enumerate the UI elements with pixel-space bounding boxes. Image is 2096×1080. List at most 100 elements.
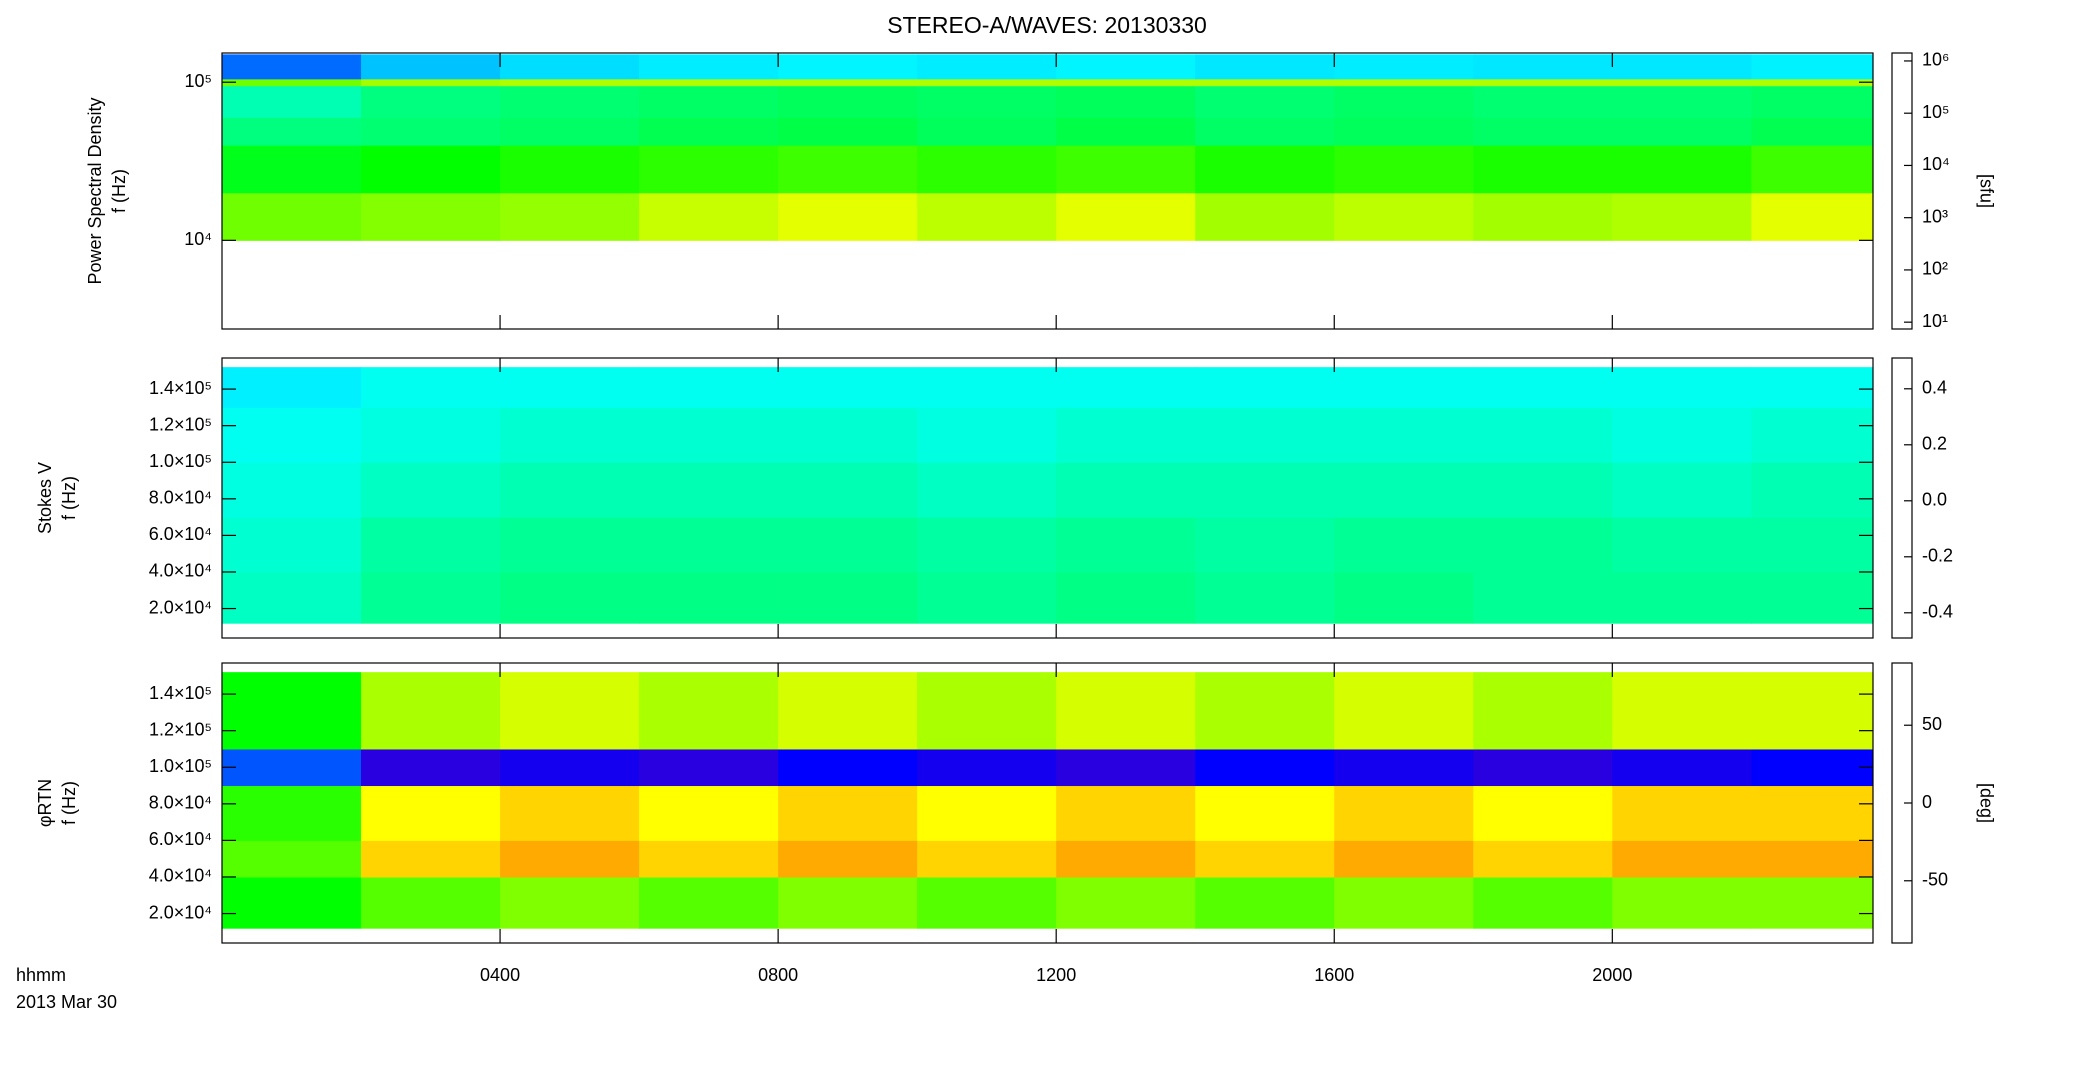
y-tick-label: 4.0×10⁴ bbox=[149, 561, 212, 581]
cell bbox=[1056, 672, 1196, 750]
y-tick-label: 6.0×10⁴ bbox=[149, 829, 212, 849]
y-axis-label: f (Hz) bbox=[59, 781, 79, 825]
cell bbox=[1056, 840, 1196, 878]
cell bbox=[361, 85, 501, 118]
cell bbox=[639, 78, 779, 87]
cell bbox=[500, 145, 640, 194]
cell bbox=[639, 117, 779, 146]
cell bbox=[1195, 517, 1335, 573]
cell bbox=[639, 748, 779, 787]
cell bbox=[1334, 672, 1474, 750]
x-tick-label: 0800 bbox=[758, 965, 798, 985]
cell bbox=[1334, 517, 1474, 573]
cell bbox=[222, 517, 362, 573]
cell bbox=[361, 407, 501, 463]
x-tick-label: 1600 bbox=[1314, 965, 1354, 985]
colorbar-tick-label: -50 bbox=[1922, 870, 1948, 890]
cell bbox=[222, 748, 362, 787]
cell bbox=[917, 840, 1057, 878]
cell bbox=[639, 145, 779, 194]
spectrogram bbox=[222, 54, 1873, 241]
cell bbox=[222, 85, 362, 118]
cell bbox=[778, 785, 918, 841]
cell bbox=[639, 876, 779, 929]
cell bbox=[917, 672, 1057, 750]
cell bbox=[1195, 192, 1335, 241]
cell bbox=[1751, 85, 1873, 118]
cell bbox=[1751, 462, 1873, 518]
colorbar-tick-label: -0.2 bbox=[1922, 546, 1953, 566]
cell bbox=[778, 85, 918, 118]
cell bbox=[1056, 407, 1196, 463]
cell bbox=[1473, 840, 1613, 878]
cell bbox=[1612, 876, 1752, 929]
cell bbox=[1473, 748, 1613, 787]
cell bbox=[222, 840, 362, 878]
cell bbox=[1751, 876, 1873, 929]
cell bbox=[1056, 78, 1196, 87]
cell bbox=[500, 85, 640, 118]
cell bbox=[1056, 145, 1196, 194]
cell bbox=[361, 672, 501, 750]
y-tick-label: 8.0×10⁴ bbox=[149, 488, 212, 508]
colorbar-tick-label: -0.4 bbox=[1922, 602, 1953, 622]
cell bbox=[500, 876, 640, 929]
cell bbox=[639, 785, 779, 841]
cell bbox=[1612, 145, 1752, 194]
cell bbox=[1334, 748, 1474, 787]
cell bbox=[500, 192, 640, 241]
cell bbox=[1473, 876, 1613, 929]
y-tick-label: 1.4×10⁵ bbox=[149, 683, 212, 703]
colorbar-tick-label: 0.0 bbox=[1922, 490, 1947, 510]
cell bbox=[1195, 462, 1335, 518]
cell bbox=[778, 571, 918, 624]
cell bbox=[222, 78, 362, 87]
cell bbox=[917, 748, 1057, 787]
cell bbox=[361, 145, 501, 194]
y-tick-label: 1.0×10⁵ bbox=[149, 451, 212, 471]
colorbar bbox=[1891, 52, 1913, 330]
cell bbox=[1195, 117, 1335, 146]
x-axis-label: 2013 Mar 30 bbox=[16, 992, 117, 1012]
cell bbox=[1056, 85, 1196, 118]
cell bbox=[222, 145, 362, 194]
cell bbox=[917, 367, 1057, 408]
cell bbox=[361, 192, 501, 241]
cell bbox=[917, 407, 1057, 463]
cell bbox=[778, 517, 918, 573]
cell bbox=[1612, 462, 1752, 518]
colorbar-tick-label: 10⁴ bbox=[1922, 154, 1950, 174]
cell bbox=[917, 78, 1057, 87]
cell bbox=[1473, 78, 1613, 87]
cell bbox=[1473, 54, 1613, 80]
cell bbox=[500, 840, 640, 878]
cell bbox=[1334, 117, 1474, 146]
colorbar bbox=[1891, 357, 1913, 639]
cell bbox=[1612, 367, 1752, 408]
cell bbox=[1612, 54, 1752, 80]
cell bbox=[1195, 367, 1335, 408]
colorbar-tick-label: 0.2 bbox=[1922, 434, 1947, 454]
cell bbox=[778, 54, 918, 80]
cell bbox=[361, 876, 501, 929]
cell bbox=[1751, 367, 1873, 408]
colorbar-tick-label: 10³ bbox=[1922, 206, 1948, 226]
colorbar-tick-label: 10⁵ bbox=[1922, 102, 1949, 122]
cell bbox=[1334, 54, 1474, 80]
y-axis-label: Stokes V bbox=[35, 462, 55, 534]
cell bbox=[1612, 517, 1752, 573]
cell bbox=[1334, 571, 1474, 624]
cell bbox=[1751, 785, 1873, 841]
cell bbox=[361, 840, 501, 878]
plot-frame bbox=[221, 662, 1874, 944]
cell bbox=[222, 192, 362, 241]
cell bbox=[917, 117, 1057, 146]
cell bbox=[1195, 785, 1335, 841]
x-tick-label: 2000 bbox=[1592, 965, 1632, 985]
cell bbox=[361, 54, 501, 80]
cell bbox=[500, 571, 640, 624]
cell bbox=[917, 192, 1057, 241]
cell bbox=[917, 876, 1057, 929]
cell bbox=[361, 571, 501, 624]
cell bbox=[500, 54, 640, 80]
